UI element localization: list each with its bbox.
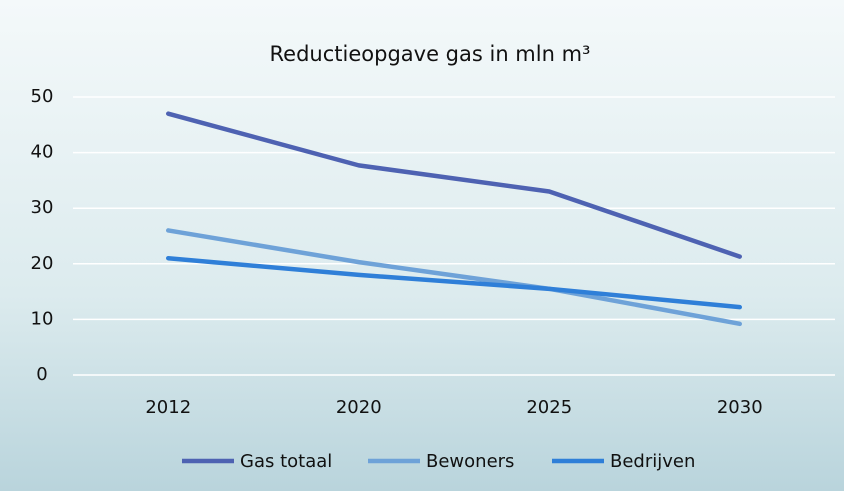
legend-label: Gas totaal	[240, 451, 332, 472]
line	[166, 255, 742, 310]
line	[166, 228, 742, 327]
line	[166, 111, 742, 259]
legend-label: Bedrijven	[610, 451, 695, 472]
x-tick-label: 2012	[145, 397, 191, 418]
y-tick-label: 20	[31, 253, 54, 274]
y-tick-label: 50	[31, 86, 54, 107]
chart-title: Reductieopgave gas in mln m³	[270, 42, 591, 66]
x-tick-label: 2020	[336, 397, 382, 418]
y-tick-label: 30	[31, 197, 54, 218]
x-tick-label: 2025	[526, 397, 572, 418]
y-tick-label: 10	[31, 308, 54, 329]
y-tick-label: 40	[31, 142, 54, 163]
y-tick-label: 0	[36, 364, 47, 385]
legend-label: Bewoners	[426, 451, 514, 472]
x-tick-label: 2030	[717, 397, 763, 418]
